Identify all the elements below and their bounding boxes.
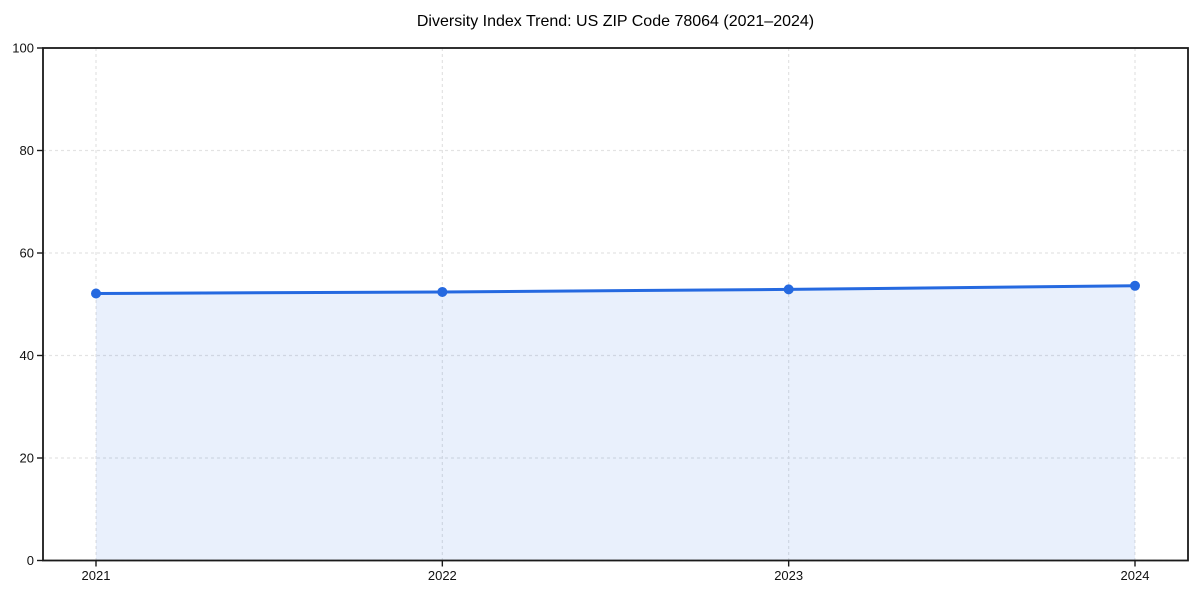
axis-tick-marks (37, 47, 1136, 567)
x-axis-tick-label: 2022 (428, 568, 457, 583)
x-axis-labels: 2021 2022 2023 2024 (82, 568, 1150, 583)
y-axis-tick-label: 40 (20, 348, 34, 363)
y-axis-tick-label: 80 (20, 143, 34, 158)
data-point-marker (1130, 280, 1140, 291)
x-axis-tick-label: 2024 (1121, 568, 1150, 583)
area-fill (96, 285, 1135, 561)
data-point-marker (783, 284, 794, 295)
y-axis-tick-label: 100 (12, 41, 34, 56)
x-axis-tick-label: 2021 (82, 568, 111, 583)
y-axis-labels: 0 20 40 60 80 100 (12, 41, 34, 569)
chart-title: Diversity Index Trend: US ZIP Code 78064… (417, 13, 814, 30)
data-point-marker (91, 288, 101, 299)
data-point-markers (91, 280, 1140, 299)
trend-line (94, 284, 1137, 295)
plot-border (42, 47, 1189, 562)
y-axis-tick-label: 0 (27, 553, 34, 568)
x-axis-tick-label: 2023 (774, 568, 803, 583)
y-axis-tick-label: 20 (20, 451, 34, 466)
gridlines (43, 47, 1188, 562)
data-point-marker (437, 286, 448, 297)
y-axis-tick-label: 60 (20, 246, 34, 261)
